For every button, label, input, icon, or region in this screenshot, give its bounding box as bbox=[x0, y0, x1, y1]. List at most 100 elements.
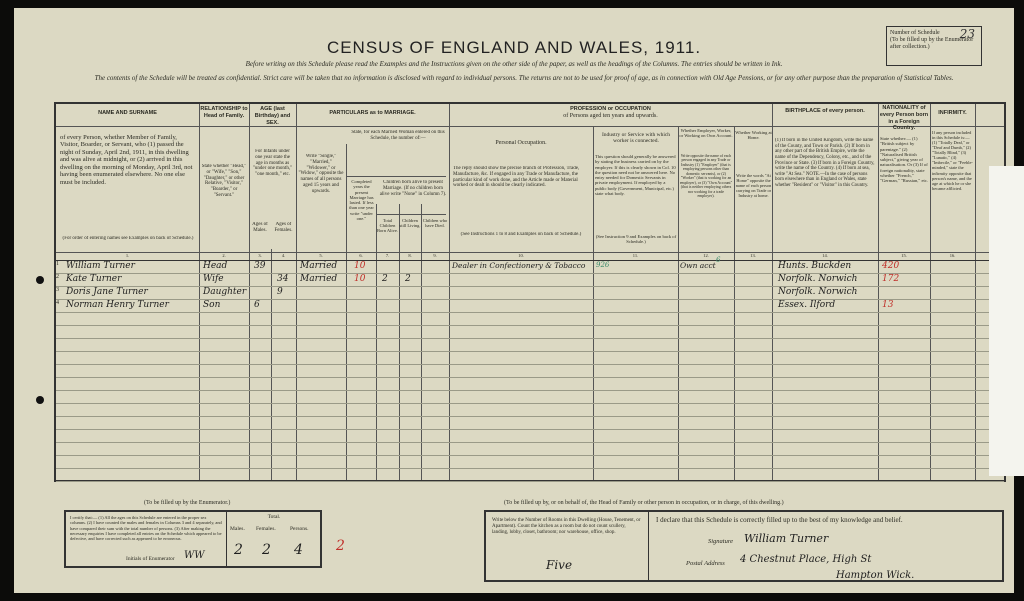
table-row: 3 Doris Jane Turner Daughter 9 Norfolk. Norw… bbox=[56, 287, 1004, 300]
enumerator-caption: (To be filled up by the Enumerator.) bbox=[144, 500, 231, 506]
column-number: 13. bbox=[750, 253, 756, 258]
industry-note: (See Instruction 9 and Examples on back … bbox=[595, 234, 677, 245]
cell-rel: Head bbox=[203, 261, 228, 271]
schedule-number-box: Number of Schedule (To be filled up by t… bbox=[886, 26, 982, 66]
cell-age-m: 39 bbox=[254, 261, 266, 271]
total-persons: 4 bbox=[294, 542, 303, 558]
table-row bbox=[56, 352, 1004, 365]
table-row bbox=[56, 326, 1004, 339]
confidential-line: The contents of the Schedule will be tre… bbox=[94, 74, 954, 82]
marriage-status-instructions: Write "Single," "Married," "Widower," or… bbox=[298, 154, 344, 194]
cell-n: 3 bbox=[56, 287, 59, 293]
cell-age-f: 9 bbox=[277, 287, 283, 297]
instruction-line: Before writing on this Schedule please r… bbox=[245, 60, 783, 68]
cell-emp-code: 6 bbox=[716, 256, 721, 264]
employer-instructions: Write opposite the name of each person e… bbox=[679, 154, 733, 199]
personal-occupation-instructions: The reply should show the precise branch… bbox=[453, 166, 580, 189]
personal-occupation-note: (See Instructions 1 to 8 and Examples on… bbox=[460, 232, 582, 237]
children-living-heading: Children still Living. bbox=[399, 218, 421, 229]
birthplace-heading: BIRTHPLACE of every person. bbox=[785, 108, 865, 114]
cell-status: Married bbox=[300, 274, 338, 284]
table-row: 4 Norman Henry Turner Son 6 Essex. Ilford 13 bbox=[56, 300, 1004, 313]
rooms-count: Five bbox=[546, 558, 573, 572]
table-row bbox=[56, 430, 1004, 443]
table-row: 2 Kate Turner Wife 34 Married 10 2 2 Norfolk. No… bbox=[56, 274, 1004, 287]
cell-occ-code: 926 bbox=[596, 261, 610, 269]
total-label: Total. bbox=[267, 514, 281, 520]
cell-birthplace: Hunts. Buckden bbox=[778, 261, 852, 271]
cell-bp-code: 420 bbox=[882, 261, 900, 271]
cell-status: Married bbox=[300, 261, 338, 271]
relationship-heading: RELATIONSHIP to Head of Family. bbox=[200, 106, 248, 119]
occupation-heading: PROFESSION or OCCUPATION bbox=[570, 106, 651, 112]
cell-employer: Own acct bbox=[680, 261, 716, 270]
cell-living: 2 bbox=[405, 274, 411, 284]
cell-name: Doris Jane Turner bbox=[66, 287, 148, 297]
personal-occupation-heading: Personal Occupation. bbox=[495, 140, 547, 146]
cell-age-m: 6 bbox=[254, 300, 260, 310]
children-died-heading: Children who have Died. bbox=[422, 218, 448, 229]
red-mark: 2 bbox=[336, 538, 345, 554]
declaration: I declare that this Schedule is correctl… bbox=[656, 516, 903, 524]
column-number: 3. bbox=[258, 253, 262, 258]
females-heading: Ages of Females. bbox=[274, 222, 293, 233]
column-number: 11. bbox=[632, 253, 639, 258]
column-number: 8. bbox=[408, 253, 412, 258]
employer-heading: Whether Employer, Worker, or Working on … bbox=[679, 128, 733, 139]
signature-label: Signature bbox=[708, 538, 734, 545]
schedule-note: (To be filled up by the Enumerator after… bbox=[890, 37, 974, 51]
females-label: Females. bbox=[256, 526, 276, 532]
household-table: NAME AND SURNAME of every Person, whethe… bbox=[54, 102, 1006, 482]
address-label: Postal Address bbox=[686, 560, 725, 567]
children-heading: Children born alive to present Marriage.… bbox=[379, 180, 447, 197]
column-number: 12. bbox=[703, 253, 709, 258]
males-label: Males. bbox=[230, 526, 245, 532]
age-heading: AGE (last Birthday) and SEX. bbox=[254, 106, 291, 126]
cell-rel: Daughter bbox=[203, 287, 247, 297]
initials-label: Initials of Enumerator bbox=[126, 556, 175, 562]
cell-name: Kate Turner bbox=[66, 274, 122, 284]
column-number: 5. bbox=[319, 253, 323, 258]
persons-label: Persons. bbox=[290, 526, 309, 532]
total-children-heading: Total Children Born Alive. bbox=[377, 218, 398, 234]
years-married-heading: Completed years the present Marriage has… bbox=[349, 179, 374, 221]
cell-bp-code: 13 bbox=[882, 300, 894, 310]
total-males: 2 bbox=[234, 542, 243, 558]
infirmity-instructions: If any person included in this Schedule … bbox=[932, 130, 973, 191]
column-number: 7. bbox=[385, 253, 390, 258]
column-number: 14. bbox=[822, 253, 828, 258]
married-woman-note: State, for each Married Woman entered on… bbox=[351, 130, 445, 141]
table-row: 1 William Turner Head 39 Married 10 Dealer in … bbox=[56, 256, 1004, 274]
cell-bp-code: 172 bbox=[882, 274, 900, 284]
nationality-heading: NATIONALITY of every Person born in a Fo… bbox=[879, 105, 929, 132]
table-row bbox=[56, 365, 1004, 378]
occupation-subheading: of Persons aged ten years and upwards. bbox=[563, 112, 658, 119]
relationship-instructions: State whether "Head," or "Wife," "Son," … bbox=[201, 164, 247, 198]
column-number: 4. bbox=[281, 253, 286, 258]
cell-years: 10 bbox=[354, 274, 366, 284]
cell-occupation: Dealer in Confectionery & Tobacco bbox=[452, 261, 586, 270]
cell-total: 2 bbox=[382, 274, 388, 284]
column-number: 1. bbox=[125, 253, 130, 258]
householder-caption: (To be filled up by, or on behalf of, th… bbox=[504, 500, 784, 506]
industry-instructions: This question should generally be answer… bbox=[595, 154, 676, 196]
cell-n: 2 bbox=[56, 274, 59, 280]
total-females: 2 bbox=[262, 542, 271, 558]
table-row bbox=[56, 417, 1004, 430]
cell-age-f: 34 bbox=[277, 274, 289, 284]
address-line-1: 4 Chestnut Place, High St bbox=[740, 554, 872, 565]
table-row bbox=[56, 339, 1004, 352]
home-instructions: Write the words "At Home" opposite the n… bbox=[735, 174, 772, 198]
home-heading: Whether Working at Home. bbox=[735, 130, 772, 141]
name-note: (For order of entering names see Example… bbox=[62, 236, 194, 241]
householder-box: Write below the Number of Rooms in this … bbox=[484, 510, 1004, 582]
census-schedule: CENSUS OF ENGLAND AND WALES, 1911. Befor… bbox=[14, 8, 1024, 593]
name-heading: NAME AND SURNAME bbox=[98, 110, 157, 116]
table-row bbox=[56, 469, 1004, 482]
age-instructions: For Infants under one year state the age… bbox=[252, 149, 293, 177]
industry-heading: Industry or Service with which worker is… bbox=[601, 132, 671, 145]
schedule-number: 23 bbox=[959, 27, 975, 41]
signature: William Turner bbox=[744, 532, 829, 545]
cell-n: 4 bbox=[56, 300, 59, 306]
table-row bbox=[56, 443, 1004, 456]
